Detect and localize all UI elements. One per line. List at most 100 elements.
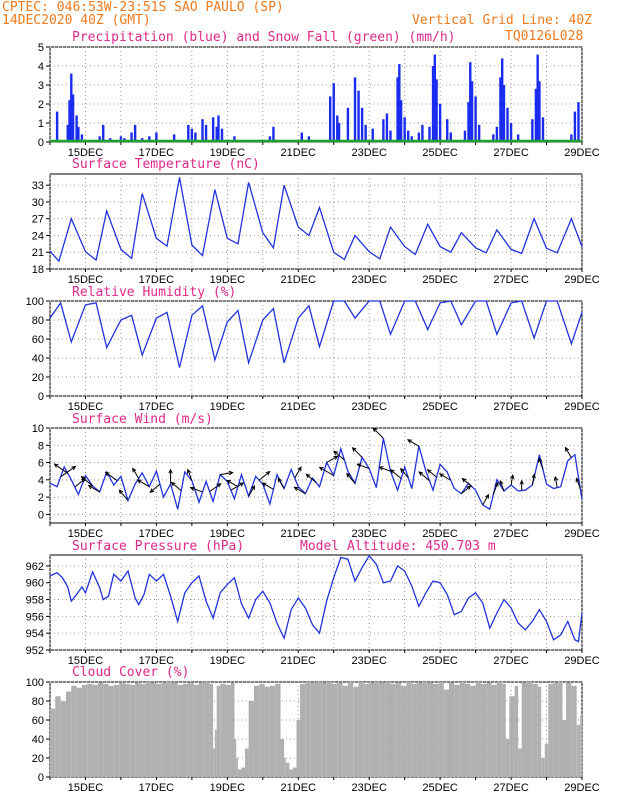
precip-bar [371, 128, 374, 142]
wind-arrow [149, 483, 161, 493]
cloud-bar [65, 691, 72, 777]
wind-arrowhead [531, 473, 536, 479]
cloud-bar [358, 682, 364, 777]
wind-arrow [294, 466, 302, 479]
cloud-bar [417, 682, 423, 777]
cloud-bar [562, 720, 567, 777]
header-datetime: 14DEC2020 40Z (GMT) [2, 13, 151, 28]
cloud-bar [230, 682, 235, 777]
y-tick-label: 958 [26, 595, 44, 607]
cloud-bar [220, 683, 226, 777]
x-tick-label: 29DEC [564, 528, 600, 540]
cloud-bar [558, 682, 563, 777]
y-tick-label: 30 [32, 197, 44, 209]
wind-arrow [294, 486, 306, 495]
wind-arrow [187, 469, 193, 481]
cloud-bar [527, 682, 533, 777]
wind-arrowhead [564, 446, 570, 452]
x-tick-label: 29DEC [564, 782, 600, 794]
cloud-bar [259, 683, 265, 777]
precip-bar [446, 119, 449, 142]
x-tick-label: 25DEC [422, 655, 458, 667]
cloud-bar [369, 682, 375, 777]
x-tick-label: 29DEC [564, 655, 600, 667]
cloud-bar [76, 687, 82, 777]
cloud-bar [505, 739, 510, 777]
precip-bar [364, 124, 367, 142]
x-tick-label: 15DEC [68, 782, 104, 794]
wind-arrowhead [149, 488, 155, 493]
wind-arrow [118, 489, 129, 501]
wind-arrow [390, 469, 402, 479]
wind-arrowhead [510, 474, 515, 480]
precip-bar [502, 85, 506, 142]
y-tick-label: 40 [32, 734, 44, 746]
temp-title: Surface Temperature (nC) [72, 157, 260, 172]
precip-bar [538, 81, 541, 142]
precip-bar [449, 132, 452, 142]
cloud-bar [353, 686, 359, 777]
x-tick-label: 21DEC [281, 274, 317, 286]
precip-bar [495, 126, 499, 142]
wind-arrowhead [575, 477, 580, 483]
wind-arrow [74, 478, 86, 488]
wind-arrow [190, 487, 203, 493]
x-tick-label: 27DEC [493, 274, 529, 286]
wind-arrow [60, 466, 76, 478]
cloud-bar [486, 682, 492, 777]
x-tick-label: 19DEC [210, 782, 246, 794]
cloud-bar [342, 685, 348, 777]
wind-arrow [482, 494, 489, 506]
plot-frame [49, 300, 583, 397]
precip-bar [421, 124, 424, 142]
wind-arrowhead [136, 479, 142, 484]
precip-bar [204, 124, 208, 142]
cloud-bar [326, 682, 332, 777]
pres-line [49, 554, 583, 643]
wind-arrowhead [261, 482, 267, 487]
cloud-bar [521, 682, 528, 777]
wind-arrow [137, 479, 150, 488]
precip-bar [172, 134, 176, 142]
y-tick-label: 0 [38, 772, 44, 784]
wind-arrow [220, 471, 233, 476]
cloud-bar [193, 684, 199, 777]
cloud-bar [438, 682, 444, 777]
y-tick-label: 60 [32, 334, 44, 346]
cloud-bar [331, 683, 338, 777]
cloud-bar [433, 683, 439, 777]
wind-arrowhead [170, 481, 176, 487]
wind-arrow [54, 463, 69, 474]
cloud-bar [269, 685, 276, 777]
rh-line [49, 300, 583, 368]
wind-arrow [576, 478, 581, 489]
cloud-bar [245, 748, 249, 777]
wind-arrowhead [553, 475, 559, 481]
y-tick-label: 962 [26, 561, 44, 573]
precip-title: Precipitation (blue) and Snow Fall (gree… [72, 30, 456, 45]
wind-arrow [427, 469, 437, 478]
cloud-bar [316, 682, 322, 777]
x-tick-label: 17DEC [139, 528, 175, 540]
precip-bar [215, 126, 218, 142]
precip-bar [506, 107, 509, 142]
x-tick-label: 25DEC [422, 401, 458, 413]
y-tick-label: 27 [32, 214, 44, 226]
rh-title: Relative Humidity (%) [72, 285, 236, 300]
wind-arrow [400, 468, 409, 478]
y-tick-label: 8 [38, 440, 44, 452]
precip-bar [66, 124, 69, 142]
x-tick-label: 25DEC [422, 147, 458, 159]
y-tick-label: 0 [38, 137, 44, 149]
wind-arrowhead [389, 469, 395, 474]
precip-bar [463, 130, 467, 142]
cloud-bar [459, 682, 465, 777]
wind-arrowhead [228, 470, 234, 476]
precip-bar [399, 100, 403, 142]
precip-bar [470, 81, 474, 142]
x-tick-label: 27DEC [493, 782, 529, 794]
x-tick-label: 27DEC [493, 655, 529, 667]
precip-bar [80, 134, 84, 142]
wind-arrowhead [418, 471, 424, 476]
x-tick-label: 15DEC [68, 528, 104, 540]
